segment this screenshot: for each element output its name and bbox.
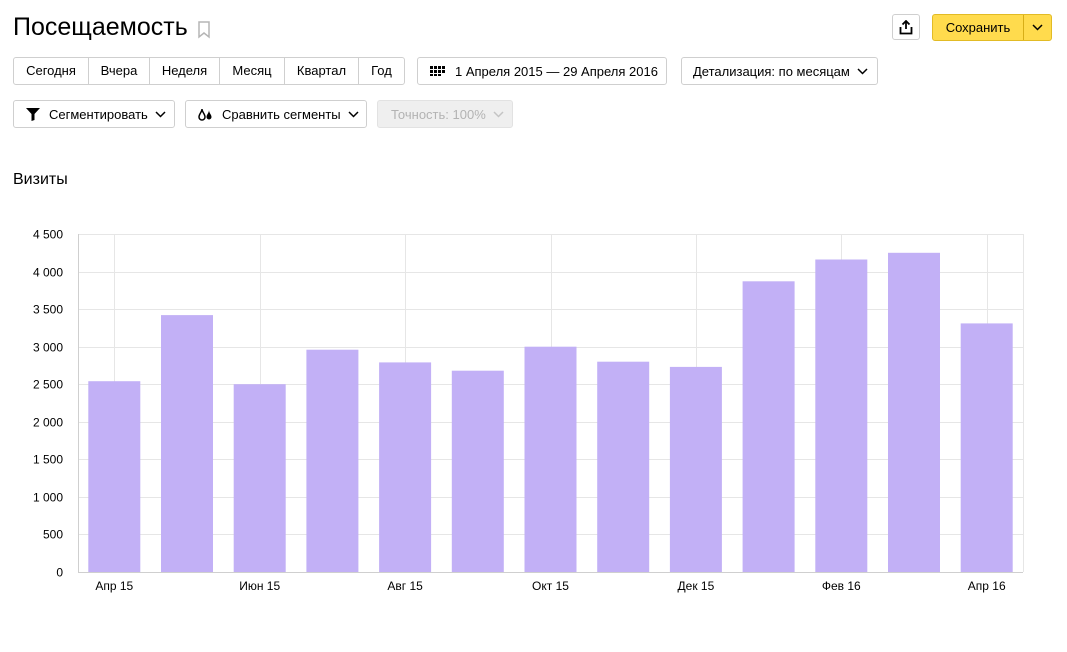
chevron-down-icon [348, 110, 359, 118]
y-tick-label: 1 000 [33, 491, 63, 505]
bar[interactable] [742, 281, 795, 572]
segment-button[interactable]: Сегментировать [13, 100, 175, 128]
segment-label: Сегментировать [49, 106, 148, 122]
compare-label: Сравнить сегменты [222, 106, 341, 122]
x-tick-label: Апр 16 [968, 579, 1006, 593]
compare-segments-button[interactable]: Сравнить сегменты [185, 100, 367, 128]
period-week[interactable]: Неделя [150, 58, 220, 84]
bar[interactable] [451, 370, 504, 572]
accuracy-label: Точность: 100% [391, 106, 486, 122]
detail-label: Детализация: по месяцам [693, 63, 850, 79]
share-button[interactable] [892, 14, 920, 40]
accuracy-dropdown[interactable]: Точность: 100% [377, 100, 513, 128]
x-axis: Апр 15 Июн 15 Авг 15 Окт 15 Дек 15 Фев 16 Апр … [95, 579, 1006, 593]
chevron-down-icon [1032, 24, 1043, 31]
share-icon [899, 19, 913, 34]
bar[interactable] [597, 361, 650, 572]
y-tick-label: 1 500 [33, 453, 63, 467]
y-tick-label: 0 [56, 566, 63, 580]
bar[interactable] [161, 315, 213, 572]
x-tick-label: Окт 15 [532, 579, 569, 593]
y-tick-label: 3 500 [33, 303, 63, 317]
bar[interactable] [379, 362, 432, 572]
save-options-button[interactable] [1024, 15, 1051, 40]
x-tick-label: Авг 15 [387, 579, 423, 593]
compare-icon [198, 108, 212, 121]
filter-icon [26, 107, 40, 121]
chevron-down-icon [493, 110, 504, 118]
bar[interactable] [88, 381, 141, 572]
x-tick-label: Июн 15 [239, 579, 280, 593]
x-tick-label: Апр 15 [95, 579, 133, 593]
period-quarter[interactable]: Квартал [285, 58, 359, 84]
calendar-icon [430, 66, 445, 76]
period-year[interactable]: Год [371, 63, 392, 78]
y-tick-label: 3 000 [33, 341, 63, 355]
page-title: Посещаемость [13, 13, 188, 41]
bar[interactable] [669, 366, 722, 572]
y-tick-label: 2 000 [33, 416, 63, 430]
bar[interactable] [306, 349, 359, 572]
bar[interactable] [233, 384, 286, 572]
x-tick-label: Фев 16 [822, 579, 861, 593]
bar[interactable] [524, 346, 577, 572]
save-button-group: Сохранить [932, 14, 1052, 41]
period-month[interactable]: Месяц [220, 58, 285, 84]
visits-bar-chart: 0 500 1 000 1 500 2 000 2 500 3 000 3 500 4 000 4… [33, 228, 1024, 593]
detail-dropdown[interactable]: Детализация: по месяцам [681, 57, 878, 85]
period-selector: Сегодня Вчера Неделя Месяц Квартал Год [13, 57, 405, 85]
bookmark-icon[interactable] [197, 21, 211, 39]
chevron-down-icon [155, 110, 166, 118]
y-tick-label: 4 000 [33, 266, 63, 280]
chevron-down-icon [857, 67, 868, 75]
save-divider [1023, 15, 1024, 40]
chart-bars [88, 252, 1013, 573]
y-tick-label: 500 [43, 528, 63, 542]
period-yesterday[interactable]: Вчера [89, 58, 150, 84]
bar[interactable] [815, 259, 868, 573]
y-tick-label: 2 500 [33, 378, 63, 392]
y-tick-label: 4 500 [33, 228, 63, 242]
y-axis: 0 500 1 000 1 500 2 000 2 500 3 000 3 500 4 000 4… [33, 228, 63, 580]
save-button[interactable]: Сохранить [945, 20, 1011, 35]
bar[interactable] [960, 323, 1013, 572]
x-tick-label: Дек 15 [678, 579, 715, 593]
chart-title: Визиты [13, 171, 68, 188]
period-today[interactable]: Сегодня [14, 58, 89, 84]
date-range-label: 1 Апреля 2015 — 29 Апреля 2016 [455, 63, 658, 79]
date-range-button[interactable]: 1 Апреля 2015 — 29 Апреля 2016 [417, 57, 667, 85]
bar[interactable] [888, 252, 940, 573]
